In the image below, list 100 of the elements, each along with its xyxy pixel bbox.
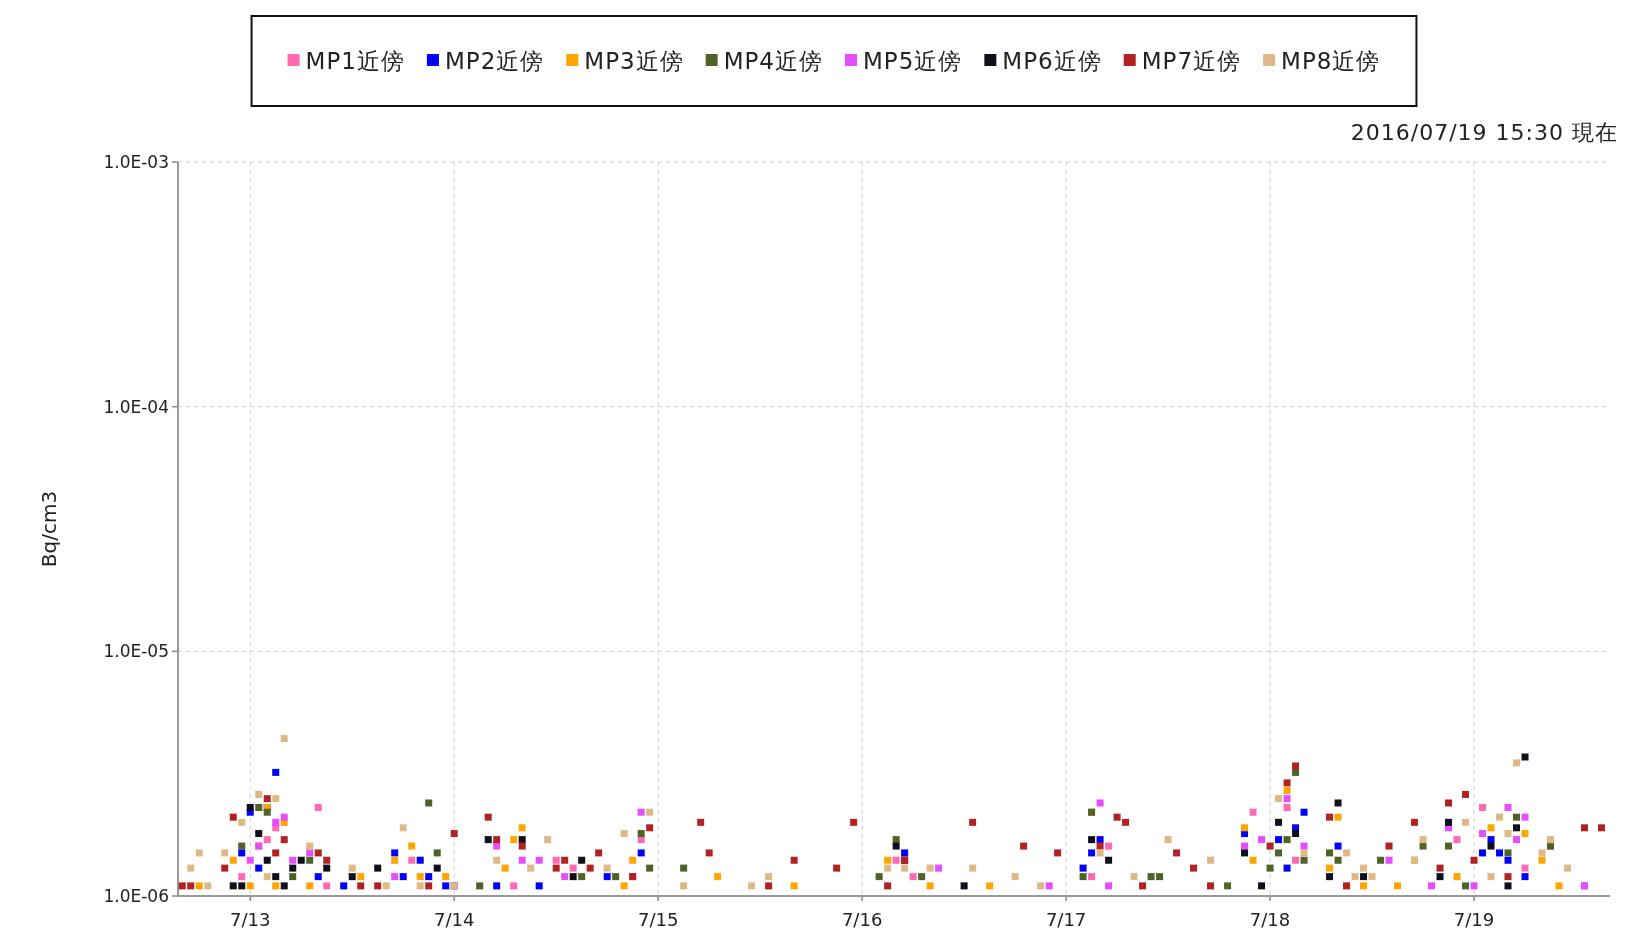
point	[1334, 799, 1342, 807]
point	[221, 864, 229, 872]
point	[1513, 813, 1521, 821]
point	[1241, 849, 1249, 857]
point	[280, 813, 288, 821]
point	[493, 836, 501, 844]
point	[1334, 842, 1342, 850]
point	[986, 882, 994, 890]
point	[382, 882, 390, 890]
point	[221, 849, 229, 857]
point	[850, 818, 858, 826]
point	[1275, 849, 1283, 857]
point	[1156, 873, 1164, 881]
point	[1147, 873, 1155, 881]
point	[1504, 882, 1512, 890]
point	[909, 873, 917, 881]
point	[510, 882, 518, 890]
point	[1207, 856, 1215, 864]
point	[408, 856, 416, 864]
point	[1105, 842, 1113, 850]
point	[374, 864, 382, 872]
point	[918, 873, 926, 881]
point	[484, 836, 492, 844]
legend-label: MP6近傍	[1002, 48, 1102, 74]
point	[1343, 882, 1351, 890]
point	[969, 818, 977, 826]
point	[493, 856, 501, 864]
point	[416, 856, 424, 864]
point	[484, 813, 492, 821]
point	[493, 842, 501, 850]
point	[229, 856, 237, 864]
point	[280, 882, 288, 890]
point	[1300, 849, 1308, 857]
point	[892, 856, 900, 864]
point	[1300, 808, 1308, 816]
point	[1283, 836, 1291, 844]
point	[1088, 836, 1096, 844]
point	[238, 882, 246, 890]
point	[1249, 856, 1257, 864]
point	[493, 882, 501, 890]
point	[1360, 882, 1368, 890]
x-tick-label: 7/13	[230, 909, 271, 930]
point	[544, 836, 552, 844]
point	[425, 882, 433, 890]
point	[1419, 836, 1427, 844]
point	[1326, 873, 1334, 881]
point	[1598, 824, 1605, 832]
point	[884, 856, 892, 864]
legend-label: MP1近傍	[305, 48, 405, 74]
point	[1479, 804, 1487, 811]
point	[1513, 759, 1521, 767]
point	[1462, 818, 1470, 826]
point	[246, 804, 254, 811]
point	[1547, 836, 1555, 844]
point	[374, 882, 382, 890]
point	[399, 824, 407, 832]
point	[1283, 779, 1291, 787]
point	[357, 873, 365, 881]
point	[1385, 842, 1393, 850]
point	[552, 856, 560, 864]
point	[1479, 849, 1487, 857]
point	[204, 882, 212, 890]
point	[1445, 842, 1453, 850]
point	[833, 864, 841, 872]
point	[1555, 882, 1563, 890]
point	[1300, 856, 1308, 864]
point	[1453, 836, 1461, 844]
point	[892, 836, 900, 844]
point	[1079, 864, 1087, 872]
point	[1436, 864, 1444, 872]
point	[1334, 856, 1342, 864]
point	[348, 864, 356, 872]
point	[1292, 762, 1300, 770]
text: 2016/07/19 15:30 現在	[1350, 120, 1618, 145]
point	[1504, 856, 1512, 864]
point	[969, 864, 977, 872]
point	[1088, 873, 1096, 881]
point	[1470, 856, 1478, 864]
point	[314, 804, 322, 811]
point	[263, 873, 271, 881]
point	[1445, 818, 1453, 826]
point	[289, 873, 297, 881]
point	[1173, 849, 1181, 857]
point	[1360, 873, 1368, 881]
point	[425, 873, 433, 881]
point	[263, 836, 271, 844]
point	[297, 856, 305, 864]
x-tick-label: 7/17	[1045, 909, 1087, 930]
point	[1351, 873, 1359, 881]
point	[1190, 864, 1198, 872]
point	[901, 849, 909, 857]
point	[637, 849, 645, 857]
point	[306, 856, 314, 864]
point	[1445, 799, 1453, 807]
point	[1283, 795, 1291, 803]
x-tick-label: 7/14	[433, 909, 475, 930]
point	[1096, 799, 1104, 807]
point	[561, 873, 569, 881]
point	[586, 864, 594, 872]
y-tick-label: 1.0E-03	[103, 152, 169, 172]
